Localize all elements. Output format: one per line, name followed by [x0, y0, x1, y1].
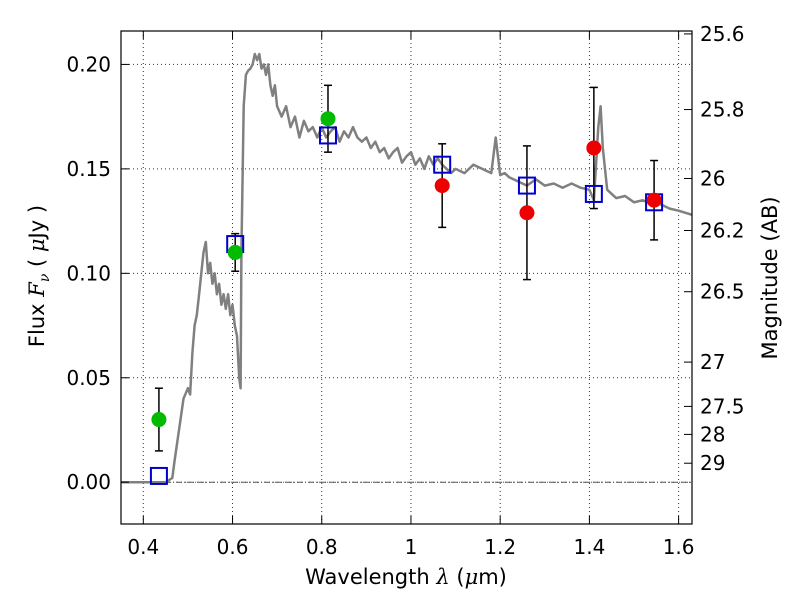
mag-tick-label: 27.5 [700, 394, 745, 418]
axis-ticks [121, 31, 692, 524]
tick-labels: 0.4 0.6 0.8 1 1.2 1.4 1.6 0.00 0.05 0.10 0.15 0.20 2… [66, 22, 744, 559]
optical-data-point [151, 412, 167, 428]
mag-tick-label: 28 [700, 422, 725, 446]
y-axis-label: Flux Fν ( μJy ) [25, 205, 53, 347]
model-photometry-square [517, 176, 536, 195]
mag-tick-label: 29 [700, 451, 725, 475]
model-photometry-square [433, 155, 452, 174]
ir-data-point [434, 178, 450, 194]
error-bars [154, 84, 659, 452]
mag-tick-label: 26.5 [700, 280, 745, 304]
x-axis-label: Wavelength λ (μm) [305, 565, 507, 589]
model-photometry-square [318, 126, 337, 145]
mag-tick-label: 26.2 [700, 218, 745, 242]
ir-data-point [586, 140, 602, 156]
y-tick-label: 0.20 [66, 52, 111, 76]
observed-photometry-markers [151, 111, 662, 428]
ir-data-point [519, 205, 535, 221]
plot-frame [120, 30, 693, 525]
optical-data-point [320, 111, 336, 127]
x-tick-label: 1.6 [663, 535, 695, 559]
y-tick-label: 0.05 [66, 366, 111, 390]
magnitude-axis-label: Magnitude (AB) [758, 196, 782, 359]
model-sed-curve [121, 52, 693, 484]
optical-data-point [227, 244, 243, 260]
mag-tick-label: 25.8 [700, 98, 745, 122]
grid-lines [121, 31, 692, 524]
x-tick-label: 1.4 [573, 535, 605, 559]
y-tick-label: 0.00 [66, 470, 111, 494]
x-tick-label: 0.4 [127, 535, 159, 559]
y-tick-label: 0.10 [66, 261, 111, 285]
model-photometry-square [149, 466, 168, 485]
model-photometry-square [584, 184, 603, 203]
y-tick-label: 0.15 [66, 157, 111, 181]
x-tick-label: 0.6 [217, 535, 249, 559]
x-tick-label: 1.2 [484, 535, 516, 559]
model-photometry-markers [149, 126, 664, 485]
ir-data-point [646, 192, 662, 208]
x-tick-label: 0.8 [306, 535, 338, 559]
x-tick-label: 1 [405, 535, 418, 559]
mag-tick-label: 27 [700, 350, 725, 374]
mag-tick-label: 26 [700, 166, 725, 190]
mag-tick-label: 25.6 [700, 22, 745, 46]
